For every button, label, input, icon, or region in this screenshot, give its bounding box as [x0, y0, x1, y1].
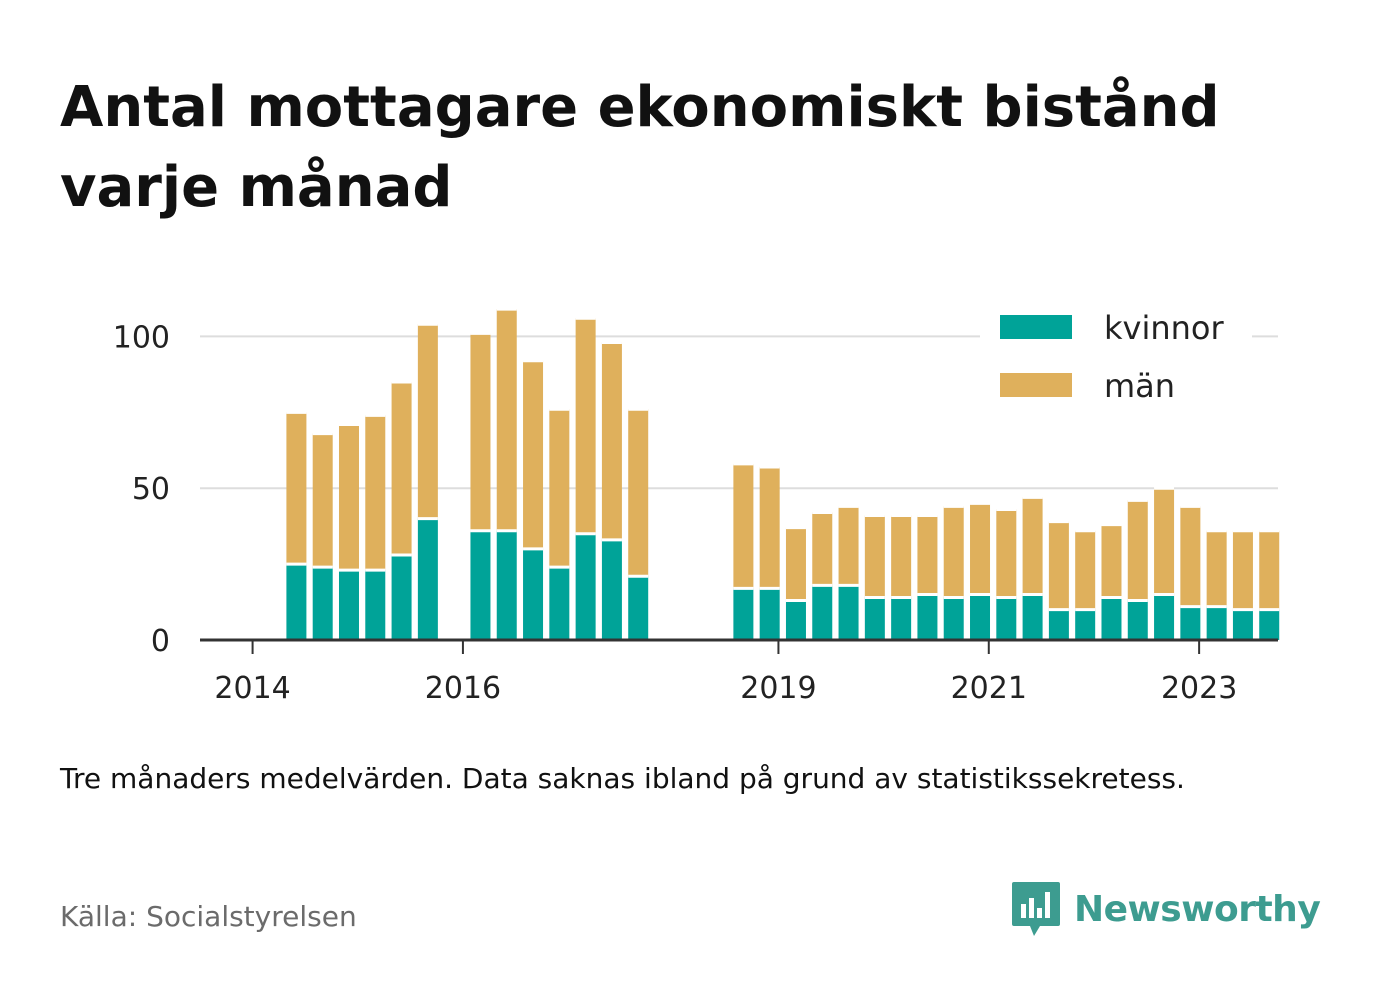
- bar-man: [549, 409, 570, 568]
- bars: [286, 307, 1280, 640]
- bar-kvinnor: [1048, 609, 1069, 640]
- bar-kvinnor: [917, 594, 938, 640]
- bar-man: [1259, 530, 1280, 610]
- legend: kvinnor män: [980, 300, 1252, 410]
- bar-man: [891, 515, 912, 598]
- legend-label-kvinnor: kvinnor: [1104, 309, 1225, 347]
- source-credit: Källa: Socialstyrelsen: [60, 900, 357, 933]
- bar-man: [1022, 497, 1043, 595]
- bar-man: [996, 509, 1017, 598]
- bar-man: [943, 506, 964, 598]
- bar-man: [759, 466, 780, 589]
- bar-kvinnor: [496, 530, 517, 640]
- bar-kvinnor: [970, 594, 991, 640]
- bar-kvinnor: [575, 533, 596, 640]
- bar-man: [601, 342, 622, 540]
- bar-kvinnor: [286, 564, 307, 640]
- bar-kvinnor: [1259, 609, 1280, 640]
- bar-man: [733, 463, 754, 589]
- bar-man: [1075, 530, 1096, 610]
- bar-kvinnor: [549, 567, 570, 640]
- bar-kvinnor: [365, 570, 386, 640]
- bar-man: [917, 515, 938, 595]
- bar-man: [1232, 530, 1253, 610]
- axes: 0 50 100 2014 2016 2019 2021 2023: [113, 320, 1278, 706]
- bar-kvinnor: [1101, 597, 1122, 640]
- bar-kvinnor: [733, 588, 754, 640]
- chart-note: Tre månaders medelvärden. Data saknas ib…: [60, 762, 1185, 795]
- bar-man: [496, 309, 517, 531]
- bar-man: [365, 415, 386, 571]
- bar-man: [785, 527, 806, 601]
- bar-kvinnor: [601, 539, 622, 640]
- legend-label-män: män: [1104, 367, 1175, 405]
- bar-kvinnor: [1154, 594, 1175, 640]
- bar-kvinnor: [1206, 606, 1227, 640]
- bar-kvinnor: [759, 588, 780, 640]
- bar-kvinnor: [943, 597, 964, 640]
- bar-man: [628, 409, 649, 577]
- y-tick-label: 50: [132, 472, 170, 507]
- bar-kvinnor: [391, 555, 412, 640]
- bar-man: [1048, 521, 1069, 610]
- bar-kvinnor: [812, 585, 833, 640]
- bar-man: [970, 503, 991, 595]
- bar-man: [1127, 500, 1148, 601]
- bar-man: [470, 333, 491, 531]
- bar-man: [338, 424, 359, 571]
- bar-kvinnor: [470, 530, 491, 640]
- bar-kvinnor: [1180, 606, 1201, 640]
- bar-kvinnor: [417, 518, 438, 640]
- bar-man: [391, 381, 412, 555]
- newsworthy-logo-icon: [1012, 882, 1060, 936]
- bar-man: [1101, 524, 1122, 598]
- bar-man: [1180, 506, 1201, 607]
- bar-man: [838, 506, 859, 586]
- x-tick-label: 2019: [740, 671, 816, 706]
- x-tick-label: 2021: [951, 671, 1027, 706]
- bar-kvinnor: [891, 597, 912, 640]
- y-tick-label: 0: [151, 624, 170, 659]
- bar-kvinnor: [838, 585, 859, 640]
- legend-swatch-män: [1000, 373, 1072, 397]
- bar-kvinnor: [785, 600, 806, 640]
- x-tick-label: 2016: [425, 671, 501, 706]
- bar-kvinnor: [996, 597, 1017, 640]
- brand-name: Newsworthy: [1074, 888, 1321, 930]
- bar-man: [575, 318, 596, 534]
- bar-man: [417, 324, 438, 519]
- x-tick-label: 2014: [214, 671, 290, 706]
- bar-man: [312, 433, 333, 568]
- bar-man: [1154, 488, 1175, 595]
- bar-kvinnor: [1075, 609, 1096, 640]
- bar-kvinnor: [628, 576, 649, 640]
- bar-man: [286, 412, 307, 565]
- chart-title: Antal mottagare ekonomiskt bistånd varje…: [60, 75, 1220, 220]
- bar-kvinnor: [864, 597, 885, 640]
- bar-man: [1206, 530, 1227, 607]
- y-tick-label: 100: [113, 320, 170, 355]
- legend-swatch-kvinnor: [1000, 315, 1072, 339]
- bar-man: [864, 515, 885, 598]
- bar-kvinnor: [312, 567, 333, 640]
- bar-man: [812, 512, 833, 586]
- brand-logo[interactable]: Newsworthy: [1010, 880, 1321, 938]
- bar-kvinnor: [1022, 594, 1043, 640]
- bar-man: [523, 360, 544, 549]
- x-tick-label: 2023: [1161, 671, 1237, 706]
- bar-kvinnor: [1232, 609, 1253, 640]
- bar-kvinnor: [523, 548, 544, 640]
- bar-kvinnor: [338, 570, 359, 640]
- bar-kvinnor: [1127, 600, 1148, 640]
